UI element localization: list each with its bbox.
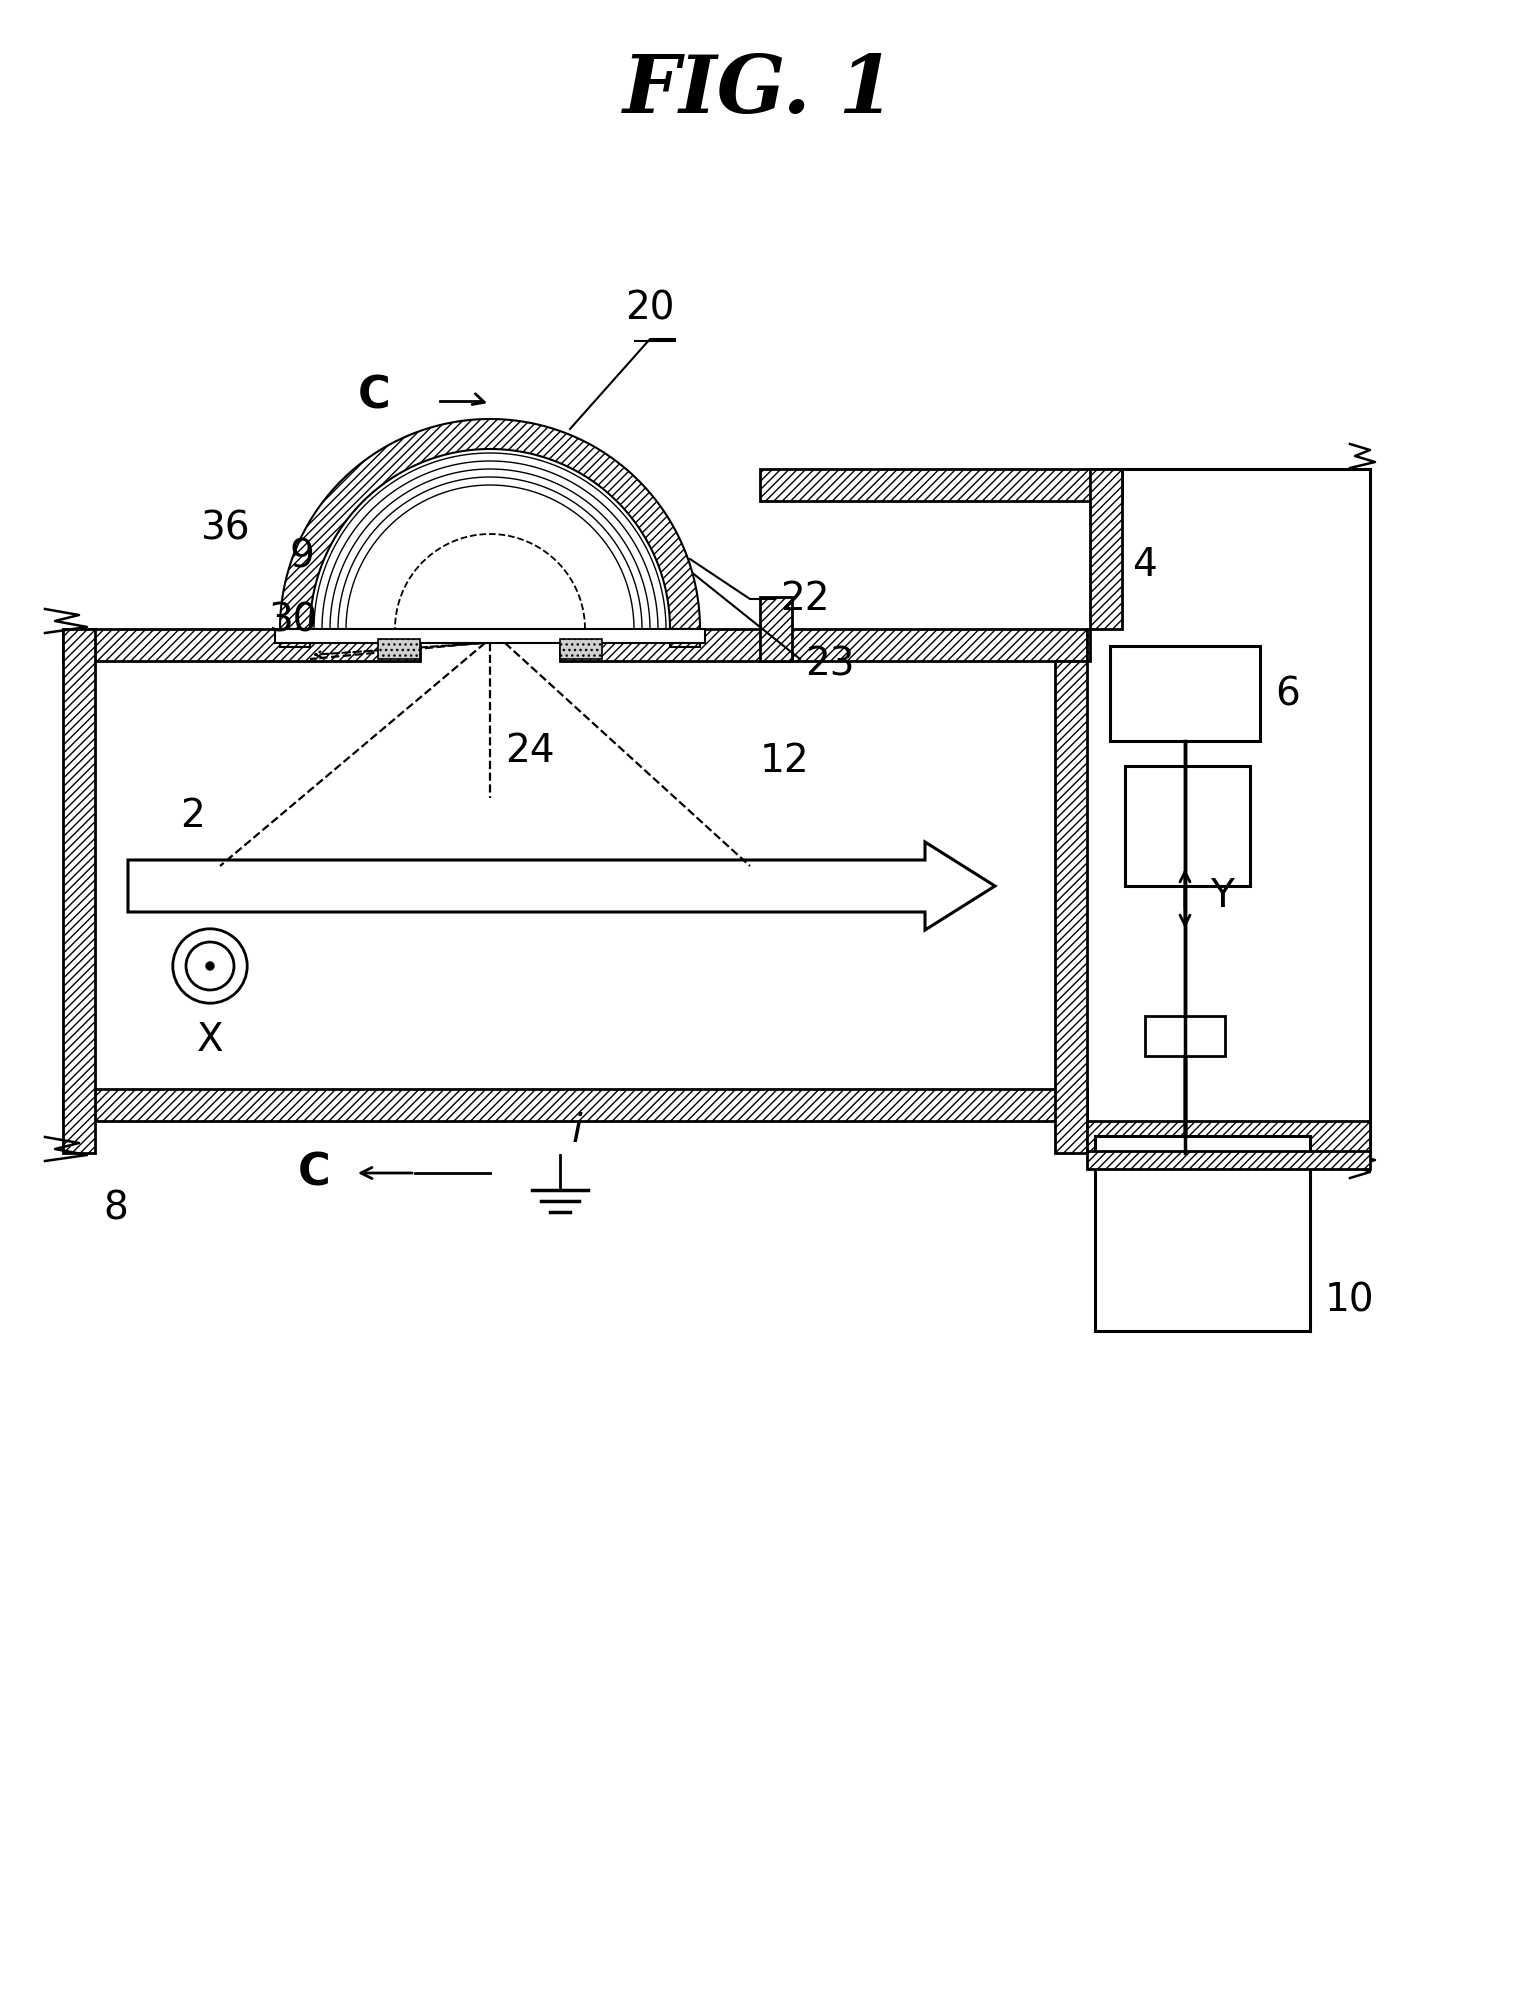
Bar (1087, 1151, 1371, 1169)
Text: FIG. 1: FIG. 1 (622, 52, 896, 129)
Text: 8: 8 (103, 1189, 128, 1226)
Text: Y: Y (1210, 876, 1234, 916)
Text: 30: 30 (269, 601, 317, 639)
Bar (64, 629, 420, 661)
Bar (275, 629, 704, 643)
Text: 10: 10 (1325, 1282, 1375, 1320)
Text: 2: 2 (181, 796, 205, 834)
Text: i: i (572, 1113, 583, 1151)
Bar (1055, 661, 1087, 1153)
Bar (669, 629, 700, 647)
Text: C: C (357, 374, 390, 418)
Bar (279, 629, 310, 647)
Bar (1145, 1015, 1225, 1055)
Text: X: X (197, 1021, 223, 1059)
Bar (64, 1089, 1087, 1121)
Text: 20: 20 (625, 289, 674, 327)
Bar (1094, 1137, 1310, 1332)
Text: 36: 36 (200, 510, 250, 548)
Text: 4: 4 (1132, 546, 1157, 583)
Bar (1110, 645, 1260, 741)
Circle shape (206, 962, 214, 970)
Bar (761, 597, 792, 661)
Text: 23: 23 (805, 645, 855, 683)
Bar (1087, 1121, 1371, 1153)
Text: 24: 24 (505, 733, 554, 771)
Bar (378, 639, 420, 659)
Text: 9: 9 (290, 538, 314, 575)
Text: 6: 6 (1275, 675, 1299, 713)
Text: C: C (298, 1151, 329, 1195)
Text: 22: 22 (780, 579, 829, 617)
FancyArrow shape (128, 842, 994, 930)
Bar (1087, 629, 1090, 661)
Polygon shape (279, 418, 700, 629)
Bar (761, 470, 1122, 502)
Bar (1125, 767, 1249, 886)
Text: 12: 12 (761, 743, 809, 780)
Bar (1090, 470, 1122, 629)
Bar (560, 639, 603, 659)
Bar (560, 629, 1087, 661)
Bar (64, 629, 96, 1153)
